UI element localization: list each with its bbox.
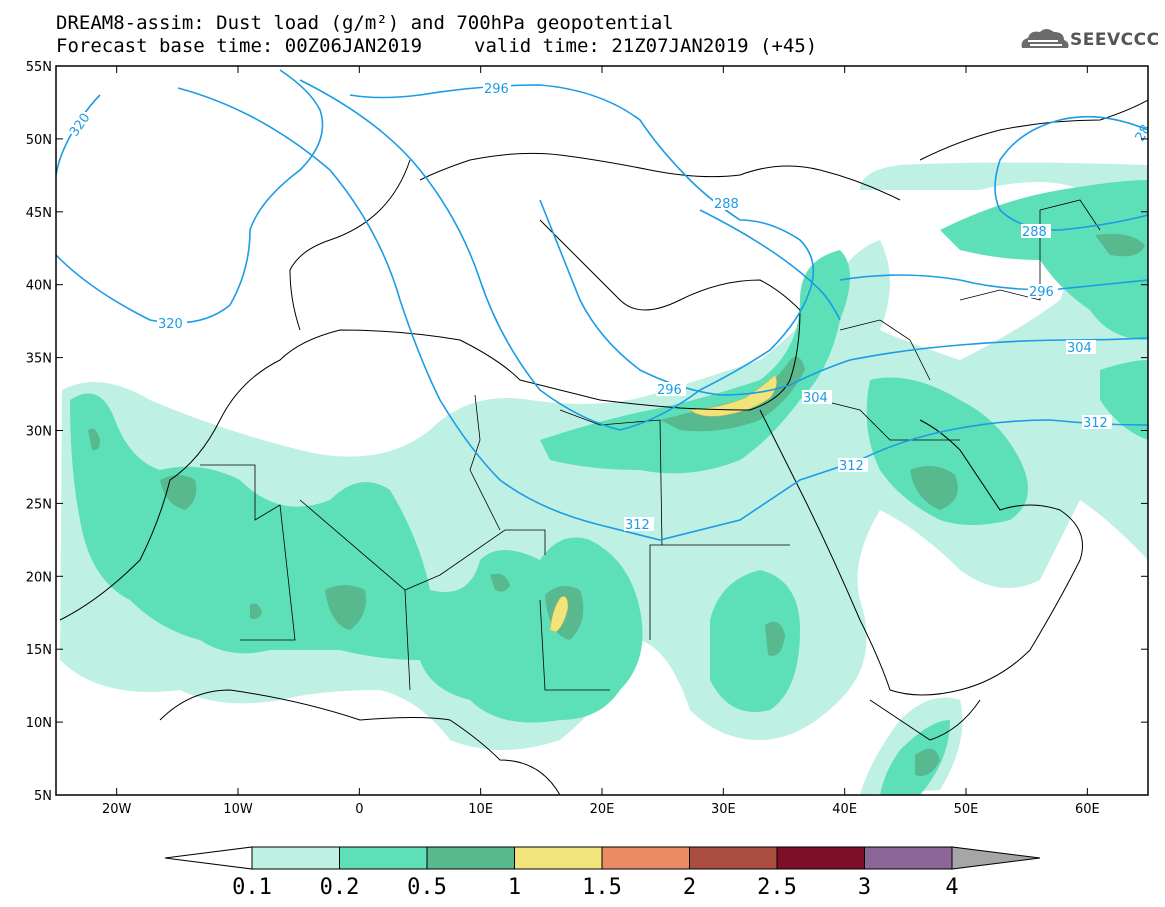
contour-label: 288	[1022, 225, 1047, 240]
valid-time: valid time: 21Z07JAN2019 (+45)	[474, 35, 818, 57]
legend-label: 0.5	[407, 875, 447, 900]
legend-label: 1	[508, 875, 521, 900]
lat-tick-label: 20N	[26, 570, 52, 585]
lat-tick-label: 10N	[26, 716, 52, 731]
logo-text: SEEVCCC	[1070, 30, 1160, 50]
contour-label: 296	[1029, 285, 1054, 300]
contour-label: 312	[1083, 416, 1108, 431]
contour-label: 288	[714, 197, 739, 212]
contour-label: 296	[484, 82, 509, 97]
lat-tick-label: 30N	[26, 425, 52, 440]
lon-tick-label: 50E	[954, 802, 979, 817]
legend-swatch	[514, 846, 603, 870]
coastlines	[59, 99, 1148, 795]
lat-tick-label: 15N	[26, 643, 52, 658]
longitude-axis: 20W 10W 0 10E 20E 30E 40E 50E 60E	[102, 66, 1100, 817]
lon-tick-label: 30E	[711, 802, 736, 817]
lon-tick-label: 60E	[1075, 802, 1100, 817]
contour-labels: 296 320 320 288 288 296 304 304 296 312 …	[64, 81, 1148, 533]
lon-tick-label: 20W	[102, 802, 132, 817]
legend-label: 3	[858, 875, 871, 900]
lon-tick-label: 40E	[832, 802, 857, 817]
legend-swatch	[689, 846, 778, 870]
dust-map: 296 320 320 288 288 296 304 304 296 312 …	[26, 60, 1149, 817]
dust-field: 296 320 320 288 288 296 304 304 296 312 …	[56, 69, 1148, 795]
map-subtitle: Forecast base time: 00Z06JAN2019 valid ti…	[56, 35, 817, 57]
geopotential-contours	[56, 69, 1148, 541]
legend-label: 0.1	[232, 875, 272, 900]
legend-label: 0.2	[320, 875, 360, 900]
lat-tick-label: 35N	[26, 352, 52, 367]
legend-label: 2	[683, 875, 696, 900]
legend-swatch	[601, 846, 690, 870]
base-time: Forecast base time: 00Z06JAN2019	[56, 35, 423, 57]
lat-tick-label: 5N	[34, 789, 52, 804]
lat-tick-label: 25N	[26, 497, 52, 512]
lon-tick-label: 0	[355, 802, 363, 817]
contour-label: 320	[158, 317, 183, 332]
lat-tick-label: 40N	[26, 279, 52, 294]
contour-label: 296	[657, 383, 682, 398]
contour-label: 304	[803, 391, 828, 406]
legend-over-triangle	[951, 846, 1041, 870]
color-legend: 0.1 0.2 0.5 1 1.5 2 2.5 3 4	[164, 846, 1041, 900]
dust-band-yellow	[549, 374, 777, 633]
lon-tick-label: 20E	[590, 802, 615, 817]
latitude-axis: 55N 50N 45N 40N 35N 30N 25N 20N 15N 10N 5N	[26, 60, 1148, 804]
contour-label: 312	[839, 459, 864, 474]
contour-label: 304	[1067, 341, 1092, 356]
map-title: DREAM8-assim: Dust load (g/m²) and 700hP…	[56, 12, 674, 34]
legend-label: 1.5	[582, 875, 622, 900]
cloud-icon	[1021, 29, 1069, 48]
lon-tick-label: 10W	[223, 802, 253, 817]
legend-label: 2.5	[757, 875, 797, 900]
country-borders	[200, 199, 1101, 691]
lat-tick-label: 55N	[26, 60, 52, 75]
dust-band-medium	[70, 180, 1148, 795]
contour-label: 312	[625, 518, 650, 533]
legend-under-triangle	[164, 846, 253, 870]
lon-tick-label: 10E	[468, 802, 493, 817]
lat-tick-label: 45N	[26, 206, 52, 221]
legend-swatch	[339, 846, 428, 870]
legend-label: 4	[945, 875, 958, 900]
legend-swatch	[864, 846, 953, 870]
legend-swatch	[426, 846, 515, 870]
legend-swatch	[776, 846, 865, 870]
legend-swatch	[251, 846, 340, 870]
lat-tick-label: 50N	[26, 133, 52, 148]
